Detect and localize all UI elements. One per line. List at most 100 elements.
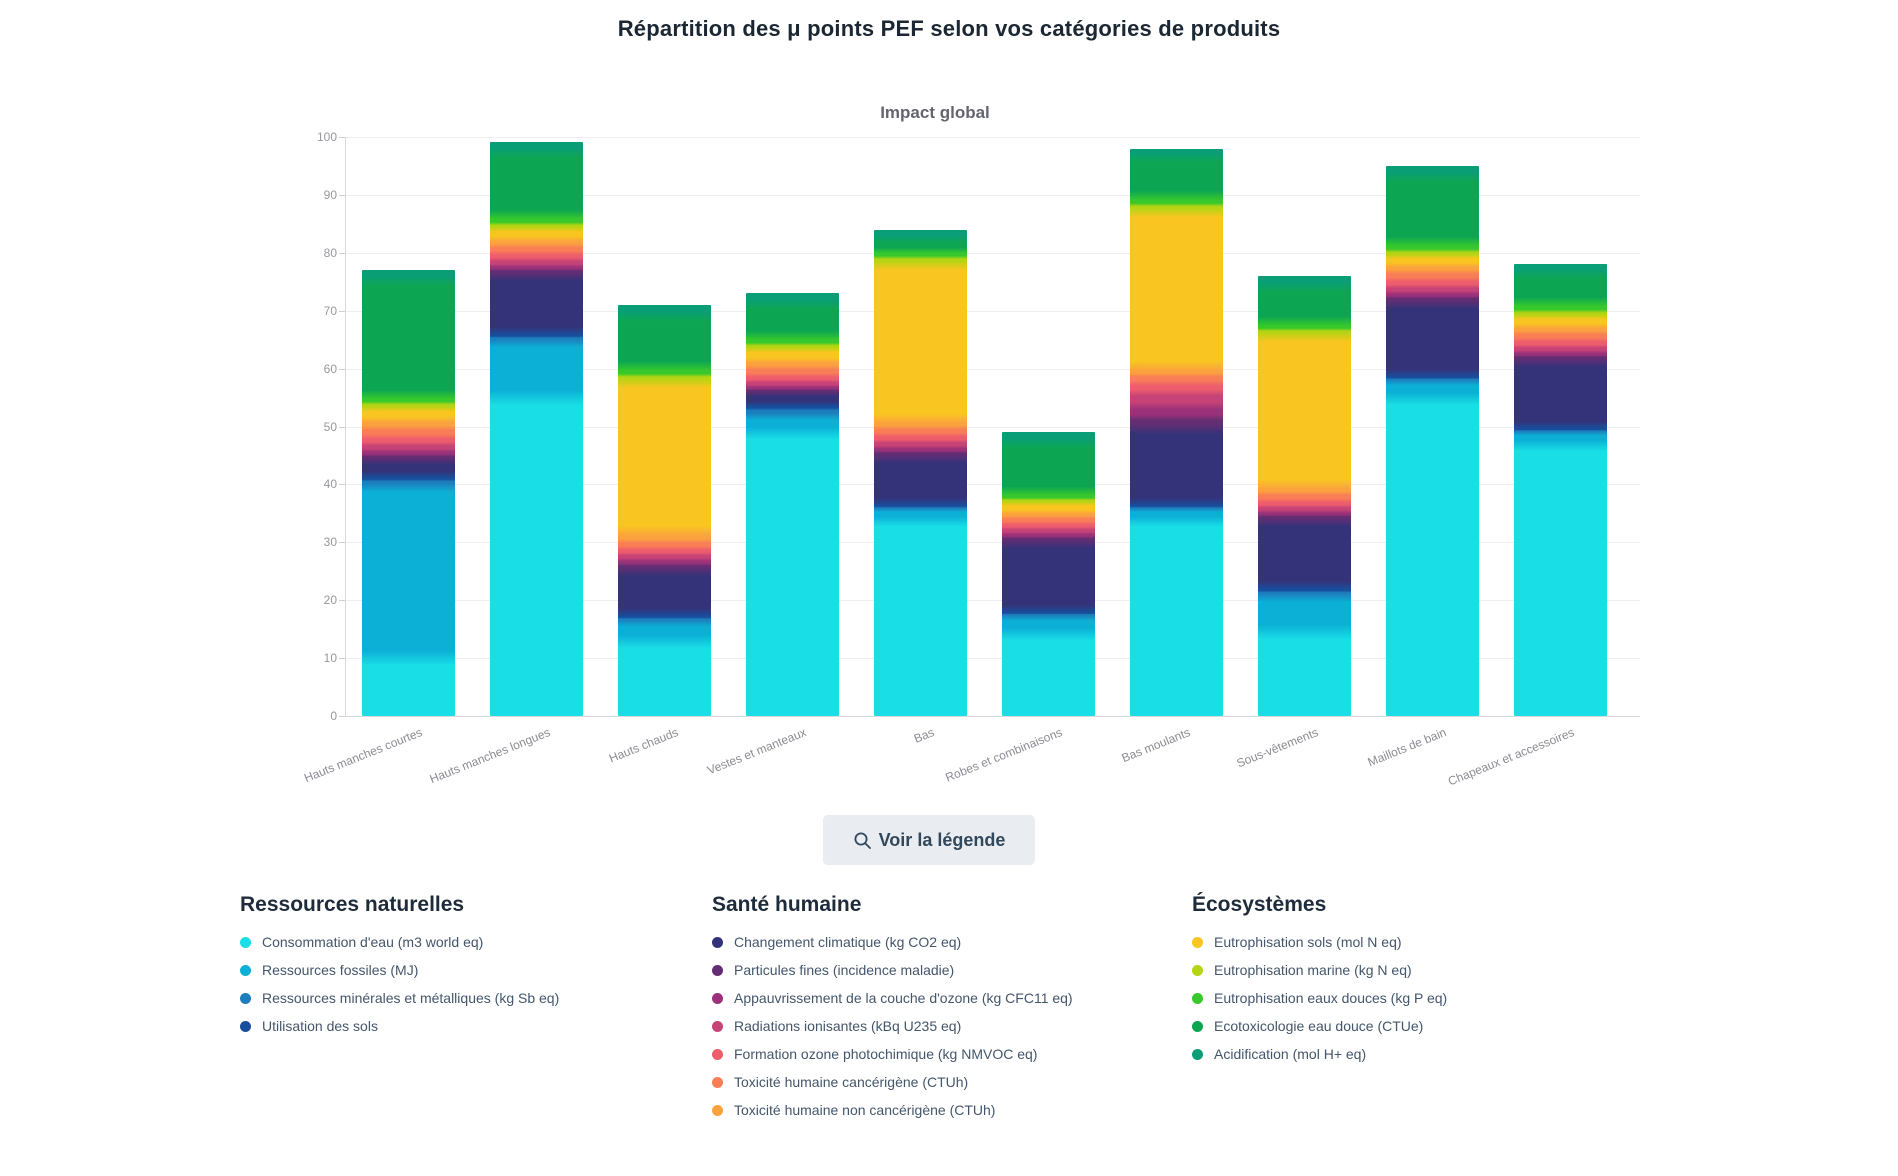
bar-column[interactable] <box>874 229 967 716</box>
x-axis-category-label: Bas <box>911 725 936 746</box>
x-axis-category-label: Maillots de bain <box>1365 725 1448 770</box>
plot-area: 0 10 20 30 40 50 60 70 80 90 100 Hauts manches cour… <box>302 130 1640 788</box>
legend-item-label: Ressources fossiles (MJ) <box>262 962 419 978</box>
legend-item-label: Particules fines (incidence maladie) <box>734 962 955 978</box>
legend-color-dot-icon <box>712 937 723 948</box>
y-axis-tick-label: 20 <box>323 593 337 608</box>
y-axis-tick-label: 10 <box>323 651 337 666</box>
x-axis-category-label: Sous-vêtements <box>1234 725 1320 771</box>
y-axis-tick <box>339 137 345 138</box>
legend-color-dot-icon <box>712 993 723 1004</box>
legend-item: Radiations ionisantes (kBq U235 eq) <box>712 1017 1172 1036</box>
legend-item-label: Toxicité humaine non cancérigène (CTUh) <box>734 1102 996 1118</box>
gridline <box>346 658 1640 660</box>
legend-item-list: Eutrophisation sols (mol N eq) Eutrophisa… <box>1192 933 1612 1064</box>
legend-item: Acidification (mol H+ eq) <box>1192 1045 1612 1064</box>
bar-column[interactable] <box>1386 165 1479 716</box>
legend-item: Toxicité humaine cancérigène (CTUh) <box>712 1073 1172 1092</box>
legend-item: Utilisation des sols <box>240 1017 680 1036</box>
legend-item-label: Consommation d'eau (m3 world eq) <box>262 934 484 950</box>
legend-group-ecosystems: Écosystèmes Eutrophisation sols (mol N eq… <box>1192 893 1612 1073</box>
legend-item: Changement climatique (kg CO2 eq) <box>712 933 1172 952</box>
legend-color-dot-icon <box>1192 965 1203 976</box>
y-axis-tick <box>339 716 345 717</box>
legend-item-label: Radiations ionisantes (kBq U235 eq) <box>734 1018 962 1034</box>
legend-item: Appauvrissement de la couche d'ozone (kg… <box>712 989 1172 1008</box>
bar-column[interactable] <box>1130 148 1223 716</box>
legend-item: Ressources fossiles (MJ) <box>240 961 680 980</box>
legend-item-label: Ressources minérales et métalliques (kg … <box>262 990 560 1006</box>
legend-color-dot-icon <box>712 1105 723 1116</box>
gridline <box>346 137 1640 138</box>
legend-color-dot-icon <box>1192 1049 1203 1060</box>
y-axis-tick-label: 50 <box>323 419 337 434</box>
legend-item: Eutrophisation eaux douces (kg P eq) <box>1192 989 1612 1008</box>
x-axis-category-label: Hauts manches longues <box>427 725 552 787</box>
legend-group-natural-resources: Ressources naturelles Consommation d'eau … <box>240 893 680 1045</box>
gridline <box>346 600 1640 602</box>
y-axis-tick <box>339 542 345 544</box>
gridline <box>346 194 1640 196</box>
legend-item: Particules fines (incidence maladie) <box>712 961 1172 980</box>
legend-item-label: Utilisation des sols <box>262 1018 378 1034</box>
y-axis-tick <box>339 252 345 254</box>
bar-column[interactable] <box>362 270 455 716</box>
bar-column[interactable] <box>1514 264 1607 716</box>
legend-group-title: Écosystèmes <box>1192 893 1327 916</box>
legend-color-dot-icon <box>1192 937 1203 948</box>
legend-item-label: Appauvrissement de la couche d'ozone (kg… <box>734 990 1073 1006</box>
bar-column[interactable] <box>746 293 839 716</box>
y-axis-tick-label: 60 <box>323 361 337 376</box>
y-axis-tick <box>339 600 345 602</box>
legend-color-dot-icon <box>712 1049 723 1060</box>
legend-item-label: Eutrophisation marine (kg N eq) <box>1214 962 1412 978</box>
bar-column[interactable] <box>490 141 583 716</box>
y-axis-tick <box>339 310 345 312</box>
legend-color-dot-icon <box>712 965 723 976</box>
x-axis-category-label: Vestes et manteaux <box>704 725 808 778</box>
legend-item-label: Toxicité humaine cancérigène (CTUh) <box>734 1074 969 1090</box>
y-axis-tick-label: 40 <box>323 477 337 492</box>
legend-group-title: Ressources naturelles <box>240 893 465 916</box>
y-axis-tick <box>339 658 345 660</box>
legend-item: Ecotoxicologie eau douce (CTUe) <box>1192 1017 1612 1036</box>
page-title: Répartition des μ points PEF selon vos c… <box>617 16 1281 41</box>
gridline <box>346 310 1640 312</box>
show-legend-button-label: Voir la légende <box>878 829 1006 850</box>
bar-column[interactable] <box>618 304 711 716</box>
x-axis-line <box>345 716 1640 717</box>
gridline <box>346 542 1640 544</box>
legend-color-dot-icon <box>712 1077 723 1088</box>
legend-item-label: Eutrophisation sols (mol N eq) <box>1214 934 1402 950</box>
legend-group-human-health: Santé humaine Changement climatique (kg C… <box>712 893 1172 1129</box>
legend-item-list: Changement climatique (kg CO2 eq) Particu… <box>712 933 1172 1120</box>
x-axis-category-label: Robes et combinaisons <box>942 725 1064 785</box>
y-axis-tick-label: 70 <box>323 303 337 318</box>
bar-column[interactable] <box>1258 275 1351 716</box>
legend-color-dot-icon <box>1192 1021 1203 1032</box>
legend-item-label: Ecotoxicologie eau douce (CTUe) <box>1214 1018 1424 1034</box>
gridline <box>346 484 1640 486</box>
legend-color-dot-icon <box>240 993 251 1004</box>
legend-group-title: Santé humaine <box>712 893 862 916</box>
y-axis-tick-label: 80 <box>323 245 337 260</box>
y-axis-line <box>345 137 346 717</box>
legend-item: Consommation d'eau (m3 world eq) <box>240 933 680 952</box>
legend-item: Eutrophisation marine (kg N eq) <box>1192 961 1612 980</box>
legend-item-label: Changement climatique (kg CO2 eq) <box>734 934 962 950</box>
show-legend-button[interactable]: Voir la légende <box>823 815 1035 865</box>
legend-item: Formation ozone photochimique (kg NMVOC … <box>712 1045 1172 1064</box>
y-axis-tick <box>339 368 345 370</box>
legend-item: Toxicité humaine non cancérigène (CTUh) <box>712 1101 1172 1120</box>
legend-item: Eutrophisation sols (mol N eq) <box>1192 933 1612 952</box>
legend-color-dot-icon <box>240 937 251 948</box>
legend-color-dot-icon <box>712 1021 723 1032</box>
legend-item-label: Eutrophisation eaux douces (kg P eq) <box>1214 990 1448 1006</box>
y-axis-tick-label: 90 <box>323 187 337 202</box>
x-axis-category-label: Hauts chauds <box>606 725 680 766</box>
gridline <box>346 252 1640 254</box>
bar-column[interactable] <box>1002 432 1095 716</box>
chart-subtitle: Impact global <box>880 103 990 122</box>
legend-color-dot-icon <box>1192 993 1203 1004</box>
legend-color-dot-icon <box>240 1021 251 1032</box>
